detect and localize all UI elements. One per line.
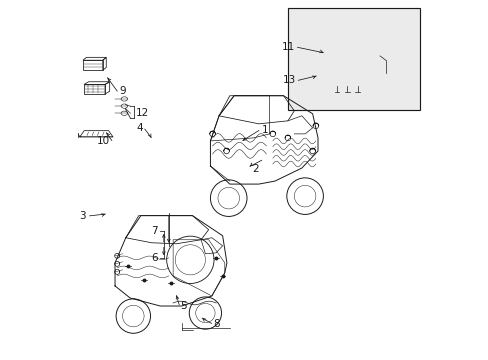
Text: 4: 4 (137, 123, 143, 133)
Text: 11: 11 (281, 42, 294, 52)
Text: 3: 3 (79, 211, 86, 221)
Text: 13: 13 (283, 75, 296, 85)
Bar (338, 57, 346, 63)
Bar (326, 66, 335, 72)
Text: 9: 9 (119, 86, 125, 96)
Bar (326, 57, 335, 63)
Bar (349, 66, 358, 72)
Text: 2: 2 (252, 163, 259, 174)
Text: 8: 8 (212, 319, 219, 329)
Bar (361, 57, 369, 63)
Bar (361, 66, 369, 72)
Text: 10: 10 (97, 136, 110, 146)
Text: 5: 5 (180, 301, 187, 311)
Text: 6: 6 (151, 253, 158, 263)
Text: 12: 12 (136, 108, 149, 118)
Text: 7: 7 (151, 226, 158, 236)
Text: 1: 1 (261, 125, 268, 135)
Bar (287, 8, 419, 110)
Bar (338, 66, 346, 72)
Bar (349, 57, 358, 63)
